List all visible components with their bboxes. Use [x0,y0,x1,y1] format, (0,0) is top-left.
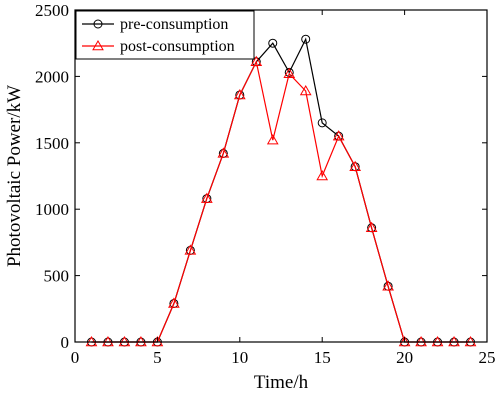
data-point-post-consumption [332,130,345,141]
series-pre-consumption [86,34,476,347]
data-point-post-consumption [464,335,477,347]
x-tick-label: 25 [479,348,496,367]
x-tick-label: 5 [153,348,162,367]
data-point-post-consumption [135,335,147,347]
legend-label: post-consumption [120,38,235,55]
y-tick-label: 1000 [35,200,69,219]
x-tick-label: 15 [314,348,331,367]
series-line-post-consumption [91,59,471,343]
data-point-post-consumption [118,335,131,347]
series-line-pre-consumption [91,37,471,343]
y-tick-label: 500 [44,267,70,286]
x-tick-label: 20 [396,348,413,367]
y-tick-label: 2500 [35,1,69,20]
y-tick-label: 0 [61,333,70,352]
legend: pre-consumption post-consumption [75,10,255,60]
data-point-pre-consumption [268,38,278,48]
legend-label: pre-consumption [120,16,228,33]
plot-frame [74,9,488,343]
legend-items: pre-consumption post-consumption [82,16,235,55]
series-layer [85,34,477,347]
x-axis-label: Time/h [254,372,309,393]
legend-item-pre-consumption: pre-consumption [82,16,228,33]
data-point-pre-consumption [317,118,327,128]
data-point-post-consumption [365,221,378,233]
data-point-post-consumption [415,335,427,347]
legend-item-post-consumption: post-consumption [82,38,235,55]
data-point-post-consumption [151,335,164,347]
data-point-post-consumption [382,280,394,291]
y-tick-label: 2000 [35,67,69,86]
x-tick-label: 0 [71,348,80,367]
data-point-post-consumption [299,85,312,96]
legend-swatch-marker [93,19,103,29]
data-point-post-consumption [102,335,114,347]
x-tick-label: 10 [231,348,248,367]
data-point-post-consumption [431,335,444,347]
data-point-pre-consumption [301,34,311,44]
data-point-post-consumption [283,67,296,78]
data-point-post-consumption [85,335,98,347]
data-point-post-consumption [266,134,279,145]
data-point-post-consumption [168,297,180,308]
data-point-post-consumption [398,335,411,347]
series-post-consumption [85,55,477,347]
data-point-post-consumption [316,169,329,181]
data-point-post-consumption [349,160,362,171]
data-point-post-consumption [448,335,460,347]
legend-swatch-marker [92,39,104,51]
data-point-post-consumption [217,147,230,158]
y-tick-label: 1500 [35,134,69,153]
data-point-post-consumption [184,244,197,255]
data-point-post-consumption [200,192,213,203]
data-point-post-consumption [250,55,263,67]
legend-box [75,10,255,60]
ticks-layer: 0 5 10 15 20 25 0 500 1000 1500 2000 2500 [35,1,496,367]
data-point-post-consumption [233,88,246,100]
y-axis-label: Photovoltaic Power/kW [4,85,25,267]
